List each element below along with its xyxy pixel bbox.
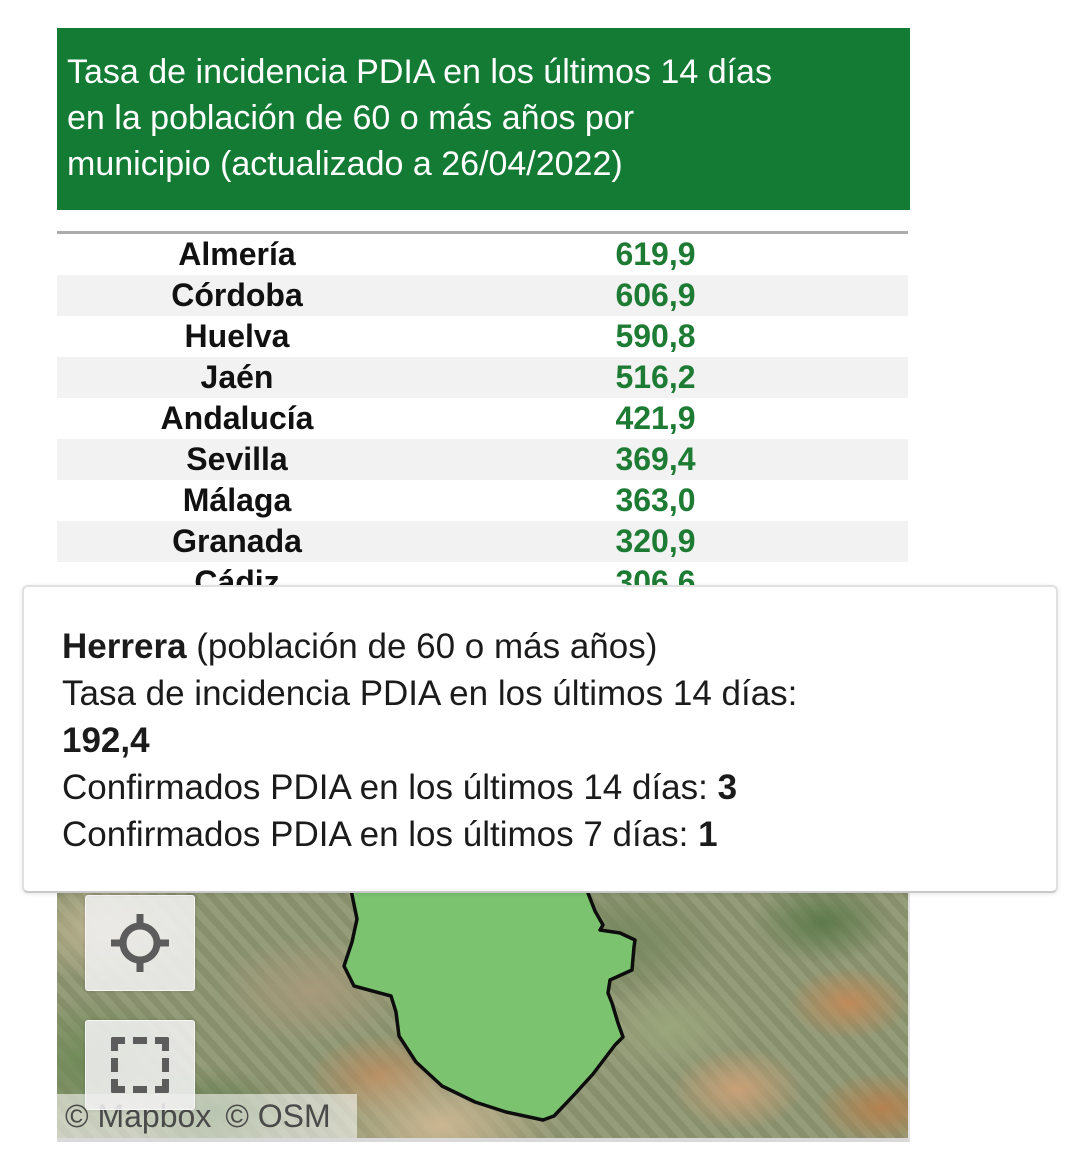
row-name: Granada [172,523,302,559]
table-row[interactable]: Córdoba 606,9 [57,275,908,316]
table-row[interactable]: Sevilla 369,4 [57,439,908,480]
row-name: Málaga [182,482,292,518]
row-name: Andalucía [160,400,314,436]
tooltip-confirmed-14-value: 3 [717,768,738,807]
geolocate-button[interactable] [85,895,195,991]
geolocate-icon [111,914,169,972]
row-value: 363,0 [615,482,696,518]
tooltip-incidence-value: 192,4 [62,721,150,760]
row-value: 369,4 [615,441,696,477]
tooltip-population-suffix: (población de 60 o más años) [186,627,658,666]
table-row[interactable]: Almería 619,9 [57,234,908,275]
tooltip-confirmed-7-value: 1 [698,815,718,854]
incidence-table: Almería 619,9 Córdoba 606,9 Huelva 590,8… [57,231,908,603]
tooltip-confirmed-7: Confirmados PDIA en los últimos 7 días: … [62,815,718,854]
row-value: 516,2 [615,359,696,395]
table-row[interactable]: Granada 320,9 [57,521,908,562]
table-row[interactable]: Andalucía 421,9 [57,398,908,439]
tooltip-municipality: Herrera [62,627,187,666]
report-title-banner: Tasa de incidencia PDIA en los últimos 1… [57,28,910,210]
row-name: Huelva [184,318,290,354]
row-name: Córdoba [171,277,303,313]
table-row[interactable]: Málaga 363,0 [57,480,908,521]
box-select-icon [111,1037,169,1093]
table-row[interactable]: Jaén 516,2 [57,357,908,398]
title-line-3: municipio (actualizado a 26/04/2022) [67,145,623,183]
selected-municipality-polygon[interactable] [57,893,910,1142]
tooltip-confirmed-14: Confirmados PDIA en los últimos 14 días:… [62,768,738,807]
title-line-1: Tasa de incidencia PDIA en los últimos 1… [67,53,772,91]
table-row[interactable]: Huelva 590,8 [57,316,908,357]
row-value: 320,9 [615,523,696,559]
row-name: Sevilla [186,441,288,477]
osm-attribution-link[interactable]: © OSM [225,1097,331,1134]
row-value: 590,8 [615,318,696,354]
title-line-2: en la población de 60 o más años por [67,99,635,137]
row-value: 619,9 [615,236,696,272]
map-canvas[interactable]: © Mapbox © OSM [57,893,910,1142]
tooltip-incidence-label: Tasa de incidencia PDIA en los últimos 1… [62,674,798,713]
row-name: Jaén [200,359,274,395]
row-name: Almería [178,236,296,272]
map-tooltip: Herrera (población de 60 o más años) Tas… [22,585,1058,893]
row-value: 421,9 [615,400,696,436]
box-select-button[interactable] [85,1020,195,1110]
tooltip-line-title: Herrera (población de 60 o más años) [62,623,1018,670]
row-value: 606,9 [615,277,696,313]
